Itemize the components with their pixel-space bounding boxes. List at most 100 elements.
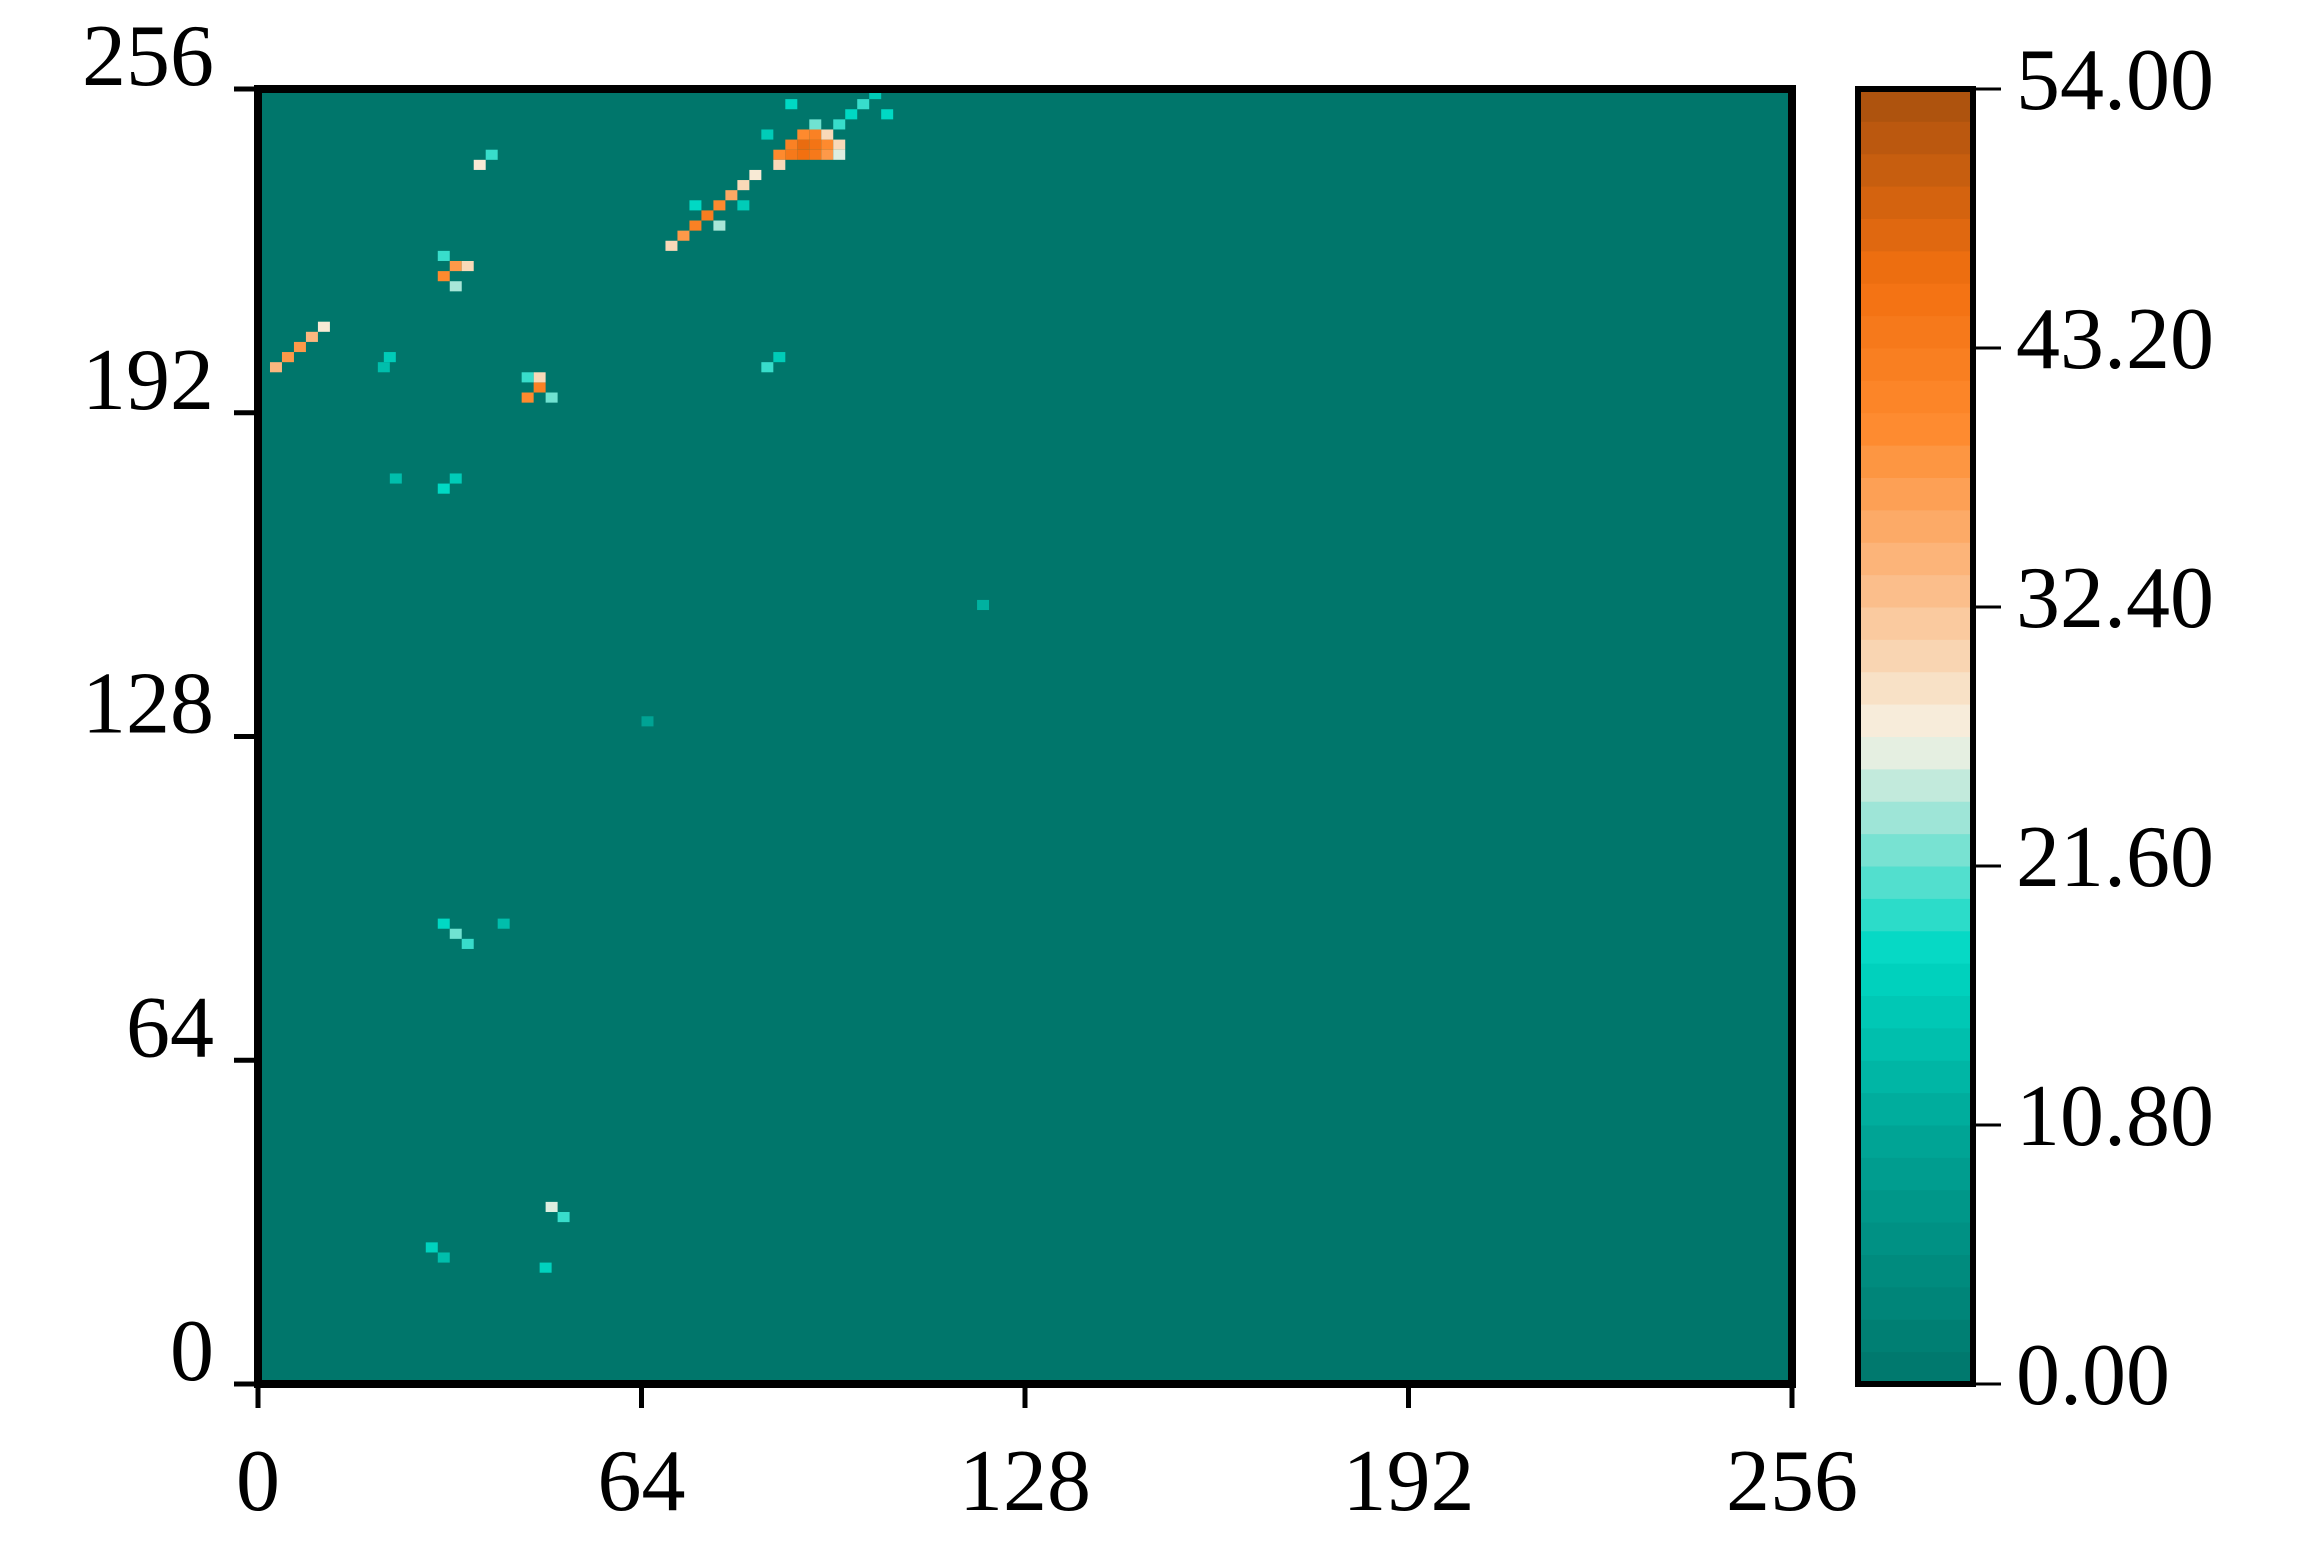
heatmap-cell <box>521 392 534 403</box>
colorbar-band <box>1858 1319 1973 1353</box>
heatmap-cell <box>773 149 786 160</box>
heatmap-cell <box>821 139 834 150</box>
heatmap-cell <box>461 938 474 949</box>
heatmap-cell <box>533 372 546 383</box>
colorbar-tick-label: 43.20 <box>2016 291 2214 388</box>
colorbar-band <box>1858 412 1973 446</box>
colorbar-frame <box>1855 86 1976 1387</box>
colorbar-tick-label: 32.40 <box>2016 550 2214 647</box>
x-tick-label: 192 <box>1343 1433 1475 1530</box>
heatmap-cell <box>977 599 990 611</box>
heatmap-cell <box>785 99 798 110</box>
y-tick-label: 64 <box>126 979 214 1076</box>
colorbar-band <box>1858 671 1973 705</box>
heatmap-cell <box>449 281 462 292</box>
heatmap-cell <box>845 109 858 120</box>
colorbar-tick-label: 0.00 <box>2016 1327 2170 1424</box>
colorbar-band <box>1858 186 1973 219</box>
colorbar-band <box>1858 218 1973 252</box>
heatmap-cell <box>461 260 474 272</box>
heatmap-cell <box>833 139 846 150</box>
heatmap-cell <box>689 220 702 231</box>
colorbar-band <box>1858 574 1973 608</box>
colorbar-band <box>1858 315 1973 349</box>
heatmap-cell <box>869 89 882 100</box>
heatmap-cell <box>809 119 822 130</box>
y-tick-label: 256 <box>82 8 214 105</box>
colorbar-band <box>1858 930 1973 964</box>
colorbar-band <box>1858 1060 1973 1094</box>
heatmap-cell <box>821 129 834 140</box>
heatmap-cell <box>785 149 798 160</box>
heatmap-cell <box>449 928 462 939</box>
y-tick-label: 0 <box>170 1303 214 1400</box>
heatmap-cell <box>449 260 462 272</box>
heatmap-cell <box>797 149 810 160</box>
heatmap-cell <box>389 473 402 484</box>
colorbar-band <box>1858 801 1973 835</box>
colorbar-band <box>1858 963 1973 996</box>
heatmap-cell <box>437 271 450 282</box>
colorbar-band <box>1858 348 1973 381</box>
colorbar-band <box>1858 1254 1973 1288</box>
x-tick-label: 256 <box>1726 1433 1858 1530</box>
heatmap-cell <box>521 372 534 383</box>
heatmap-cell <box>497 918 510 929</box>
heatmap-cell <box>449 473 462 484</box>
heatmap-cell <box>881 109 894 120</box>
colorbar-band <box>1858 477 1973 511</box>
heatmap-cell <box>785 139 798 150</box>
heatmap-cell <box>773 159 786 170</box>
colorbar-band <box>1858 380 1973 414</box>
y-tick-label: 192 <box>82 332 214 429</box>
heatmap-cell <box>437 918 450 929</box>
heatmap-cell <box>437 1252 450 1263</box>
colorbar-band <box>1858 898 1973 932</box>
heatmap-cell <box>797 129 810 140</box>
colorbar-band <box>1858 1286 1973 1320</box>
colorbar-band <box>1858 833 1973 867</box>
heatmap-cell <box>833 119 846 130</box>
colorbar-band <box>1858 1027 1973 1061</box>
heatmap-cell <box>293 341 306 353</box>
heatmap-cell <box>641 716 654 727</box>
heatmap-cell <box>713 220 726 231</box>
heatmap-cell <box>809 139 822 150</box>
colorbar-band <box>1858 639 1973 673</box>
heatmap-cell <box>473 159 486 170</box>
x-tick-label: 0 <box>236 1433 280 1530</box>
heatmap-cell <box>437 483 450 494</box>
colorbar-band <box>1858 542 1973 576</box>
heatmap-cell <box>857 99 870 110</box>
heatmap-cell <box>485 149 498 160</box>
heatmap-cell <box>833 149 846 160</box>
colorbar-band <box>1858 1351 1973 1385</box>
heatmap-cell <box>377 362 390 373</box>
y-tick-label: 128 <box>82 656 214 753</box>
colorbar-band <box>1858 768 1973 802</box>
x-tick-label: 64 <box>598 1433 686 1530</box>
heatmap-cell <box>665 240 678 251</box>
heatmap-cell <box>545 1201 558 1213</box>
colorbar-band <box>1858 1092 1973 1126</box>
colorbar-band <box>1858 509 1973 543</box>
heatmap-cell <box>305 331 318 342</box>
colorbar-band <box>1858 283 1973 317</box>
heatmap-cell <box>821 149 834 160</box>
heatmap-cell <box>713 200 726 211</box>
heatmap-cell <box>383 352 396 363</box>
heatmap-cell <box>737 200 750 211</box>
colorbar-tick-label: 21.60 <box>2016 809 2214 906</box>
colorbar-band <box>1858 153 1973 187</box>
colorbar-band <box>1858 995 1973 1029</box>
heatmap-cell <box>749 169 762 181</box>
heatmap-cell <box>809 129 822 140</box>
heatmap-cell <box>317 321 330 332</box>
heatmap-cell <box>533 382 546 393</box>
x-tick-label: 128 <box>959 1433 1091 1530</box>
colorbar-band <box>1858 1189 1973 1223</box>
heatmap-cell <box>437 250 450 261</box>
heatmap-cell <box>557 1212 570 1223</box>
colorbar-band <box>1858 121 1973 155</box>
